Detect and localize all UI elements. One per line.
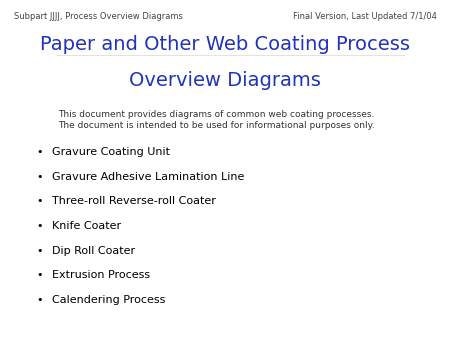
Text: Calendering Process: Calendering Process xyxy=(52,295,165,305)
Text: Three-roll Reverse-roll Coater: Three-roll Reverse-roll Coater xyxy=(52,196,216,207)
Text: •: • xyxy=(36,246,42,256)
Text: Overview Diagrams: Overview Diagrams xyxy=(129,71,321,90)
Text: •: • xyxy=(36,270,42,281)
Text: Gravure Coating Unit: Gravure Coating Unit xyxy=(52,147,170,157)
Text: •: • xyxy=(36,295,42,305)
Text: Extrusion Process: Extrusion Process xyxy=(52,270,150,281)
Text: Dip Roll Coater: Dip Roll Coater xyxy=(52,246,135,256)
Text: Gravure Adhesive Lamination Line: Gravure Adhesive Lamination Line xyxy=(52,172,244,182)
Text: •: • xyxy=(36,221,42,231)
Text: Knife Coater: Knife Coater xyxy=(52,221,121,231)
Text: The document is intended to be used for informational purposes only.: The document is intended to be used for … xyxy=(58,121,375,130)
Text: Final Version, Last Updated 7/1/04: Final Version, Last Updated 7/1/04 xyxy=(292,12,436,21)
Text: Paper and Other Web Coating Process: Paper and Other Web Coating Process xyxy=(40,35,410,54)
Text: •: • xyxy=(36,147,42,157)
Text: •: • xyxy=(36,172,42,182)
Text: Subpart JJJJ, Process Overview Diagrams: Subpart JJJJ, Process Overview Diagrams xyxy=(14,12,182,21)
Text: This document provides diagrams of common web coating processes.: This document provides diagrams of commo… xyxy=(58,110,375,119)
Text: •: • xyxy=(36,196,42,207)
